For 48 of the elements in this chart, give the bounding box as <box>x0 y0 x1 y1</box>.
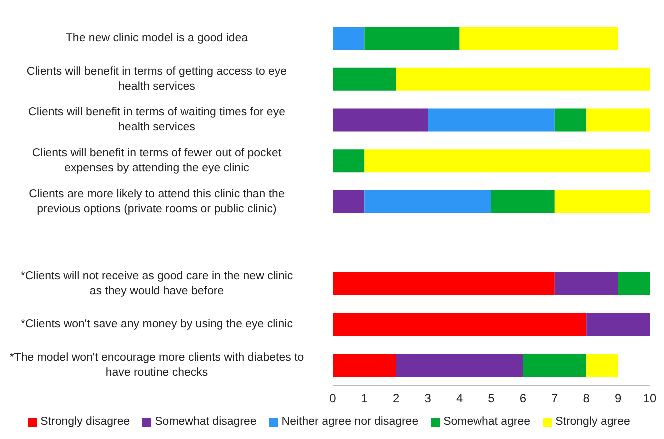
bar <box>586 313 650 336</box>
y-tick-label: *Clients won't save any money by using the eye clinic <box>21 318 294 331</box>
bar <box>333 68 396 91</box>
bar <box>523 354 587 378</box>
y-tick-label: *The model won't encourage more clients with diabetes to have routine checks <box>10 352 304 380</box>
bar <box>460 26 618 50</box>
x-tick-label: 1 <box>361 392 368 406</box>
x-tick-label: 5 <box>488 392 496 406</box>
bar <box>333 272 555 296</box>
x-tick-label: 7 <box>552 392 559 406</box>
legend-label: Strongly disagree <box>40 416 130 428</box>
bar <box>333 26 365 50</box>
y-tick-label: The new clinic model is a good idea <box>66 32 249 44</box>
bar <box>333 313 587 336</box>
bar <box>586 108 650 132</box>
x-tick-label: 6 <box>520 392 527 406</box>
legend-label: Strongly agree <box>554 416 630 428</box>
bar <box>492 190 555 214</box>
legend-label: Somewhat agree <box>442 416 531 428</box>
y-tick-label: Clients are more likely to attend this clinic than the previous options (private rooms or public clinic) <box>29 188 285 216</box>
x-tick-label: 8 <box>583 392 590 406</box>
bar <box>396 68 650 91</box>
bar <box>333 190 365 214</box>
bar <box>586 354 618 378</box>
bar <box>554 108 587 132</box>
bar <box>364 26 460 50</box>
bar <box>554 272 618 296</box>
y-tick-label: Clients will benefit in terms of waiting times for eye health services <box>28 106 286 134</box>
legend-label: Neither agree nor disagree <box>280 416 419 428</box>
x-tick-label: 9 <box>614 392 622 406</box>
bar <box>333 108 428 132</box>
bar <box>364 150 650 173</box>
x-tick-label: 3 <box>424 392 432 406</box>
bar <box>364 190 492 214</box>
x-tick-label: 10 <box>643 392 657 406</box>
bar <box>554 190 650 214</box>
x-tick-label: 4 <box>456 392 464 406</box>
bar <box>618 272 650 296</box>
bar <box>396 354 524 378</box>
bar <box>333 150 365 173</box>
bar <box>428 108 555 132</box>
x-tick-label: 2 <box>393 392 400 406</box>
y-tick-label: Clients will benefit in terms of fewer out of pocket expenses by attending the eye clinic <box>32 148 282 175</box>
x-tick-label: 0 <box>330 392 337 406</box>
y-tick-label: Clients will benefit in terms of getting access to eye health services <box>26 66 288 93</box>
legend-label: Somewhat disagree <box>154 416 257 428</box>
bar <box>333 354 396 378</box>
y-tick-label: *Clients will not receive as good care in the new clinic as they would have before <box>20 270 294 298</box>
